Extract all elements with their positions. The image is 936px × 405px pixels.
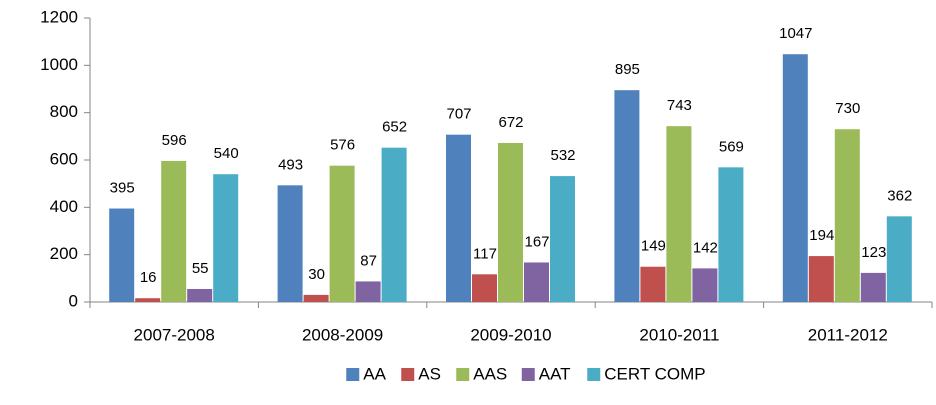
bar	[161, 160, 187, 302]
value-label: 596	[162, 132, 187, 149]
bar	[718, 167, 744, 302]
bar	[303, 294, 329, 302]
value-label: 123	[861, 244, 886, 261]
bar	[886, 216, 912, 302]
y-tick-label: 400	[50, 197, 78, 216]
legend-swatch	[346, 368, 360, 381]
legend-label: AAT	[539, 364, 571, 383]
bar	[277, 185, 303, 302]
value-label: 493	[278, 156, 303, 173]
bar	[614, 90, 640, 302]
bar	[329, 165, 355, 302]
value-label: 569	[719, 138, 744, 155]
y-tick-label: 1200	[40, 7, 78, 26]
bar	[355, 281, 381, 302]
legend-swatch	[587, 368, 601, 381]
value-label: 672	[498, 114, 523, 131]
x-tick-label: 2007-2008	[134, 325, 215, 344]
bar	[381, 147, 407, 302]
bar	[135, 298, 161, 302]
value-label: 707	[446, 106, 471, 123]
legend-label: AA	[363, 364, 386, 383]
y-tick-label: 0	[69, 291, 78, 310]
legend-swatch	[401, 368, 415, 381]
value-label: 87	[360, 252, 377, 269]
bar	[524, 262, 549, 302]
bar	[472, 274, 497, 302]
legend-label: AAS	[473, 364, 507, 383]
legend-swatch	[521, 368, 535, 381]
bar	[640, 266, 666, 302]
x-tick-label: 2008-2009	[302, 325, 383, 344]
value-label: 532	[550, 147, 575, 164]
bar	[666, 126, 692, 302]
value-label: 16	[140, 269, 157, 286]
bar	[808, 256, 834, 302]
value-label: 730	[835, 100, 860, 117]
value-label: 142	[693, 239, 718, 256]
value-label: 194	[809, 227, 834, 244]
bar	[782, 54, 808, 303]
value-label: 55	[192, 260, 209, 277]
value-label: 167	[524, 233, 549, 250]
bar	[109, 208, 135, 302]
value-label: 743	[667, 97, 692, 114]
value-label: 362	[887, 187, 912, 204]
x-tick-label: 2009-2010	[470, 325, 551, 344]
value-label: 576	[330, 137, 355, 154]
x-tick-label: 2010-2011	[639, 325, 719, 344]
legend-label: CERT COMP	[604, 364, 705, 383]
bar	[498, 142, 523, 302]
value-label: 540	[214, 145, 239, 162]
value-label: 652	[382, 119, 407, 136]
value-label: 1047	[779, 25, 812, 42]
value-label: 117	[473, 245, 497, 262]
y-tick-label: 800	[50, 102, 78, 121]
bar	[692, 268, 718, 302]
bar	[187, 288, 213, 302]
y-tick-label: 1000	[40, 55, 78, 74]
bar	[860, 272, 886, 302]
bar	[550, 176, 575, 302]
value-label: 895	[615, 61, 640, 78]
value-label: 149	[641, 238, 666, 255]
value-label: 30	[308, 266, 325, 283]
legend-label: AS	[418, 364, 441, 383]
bar	[213, 174, 239, 302]
bar	[446, 134, 471, 302]
value-label: 395	[110, 179, 135, 196]
legend-swatch	[456, 368, 470, 381]
y-tick-label: 600	[50, 149, 78, 168]
y-tick-label: 200	[50, 244, 78, 263]
bar	[834, 129, 860, 302]
x-tick-label: 2011-2012	[808, 325, 888, 344]
